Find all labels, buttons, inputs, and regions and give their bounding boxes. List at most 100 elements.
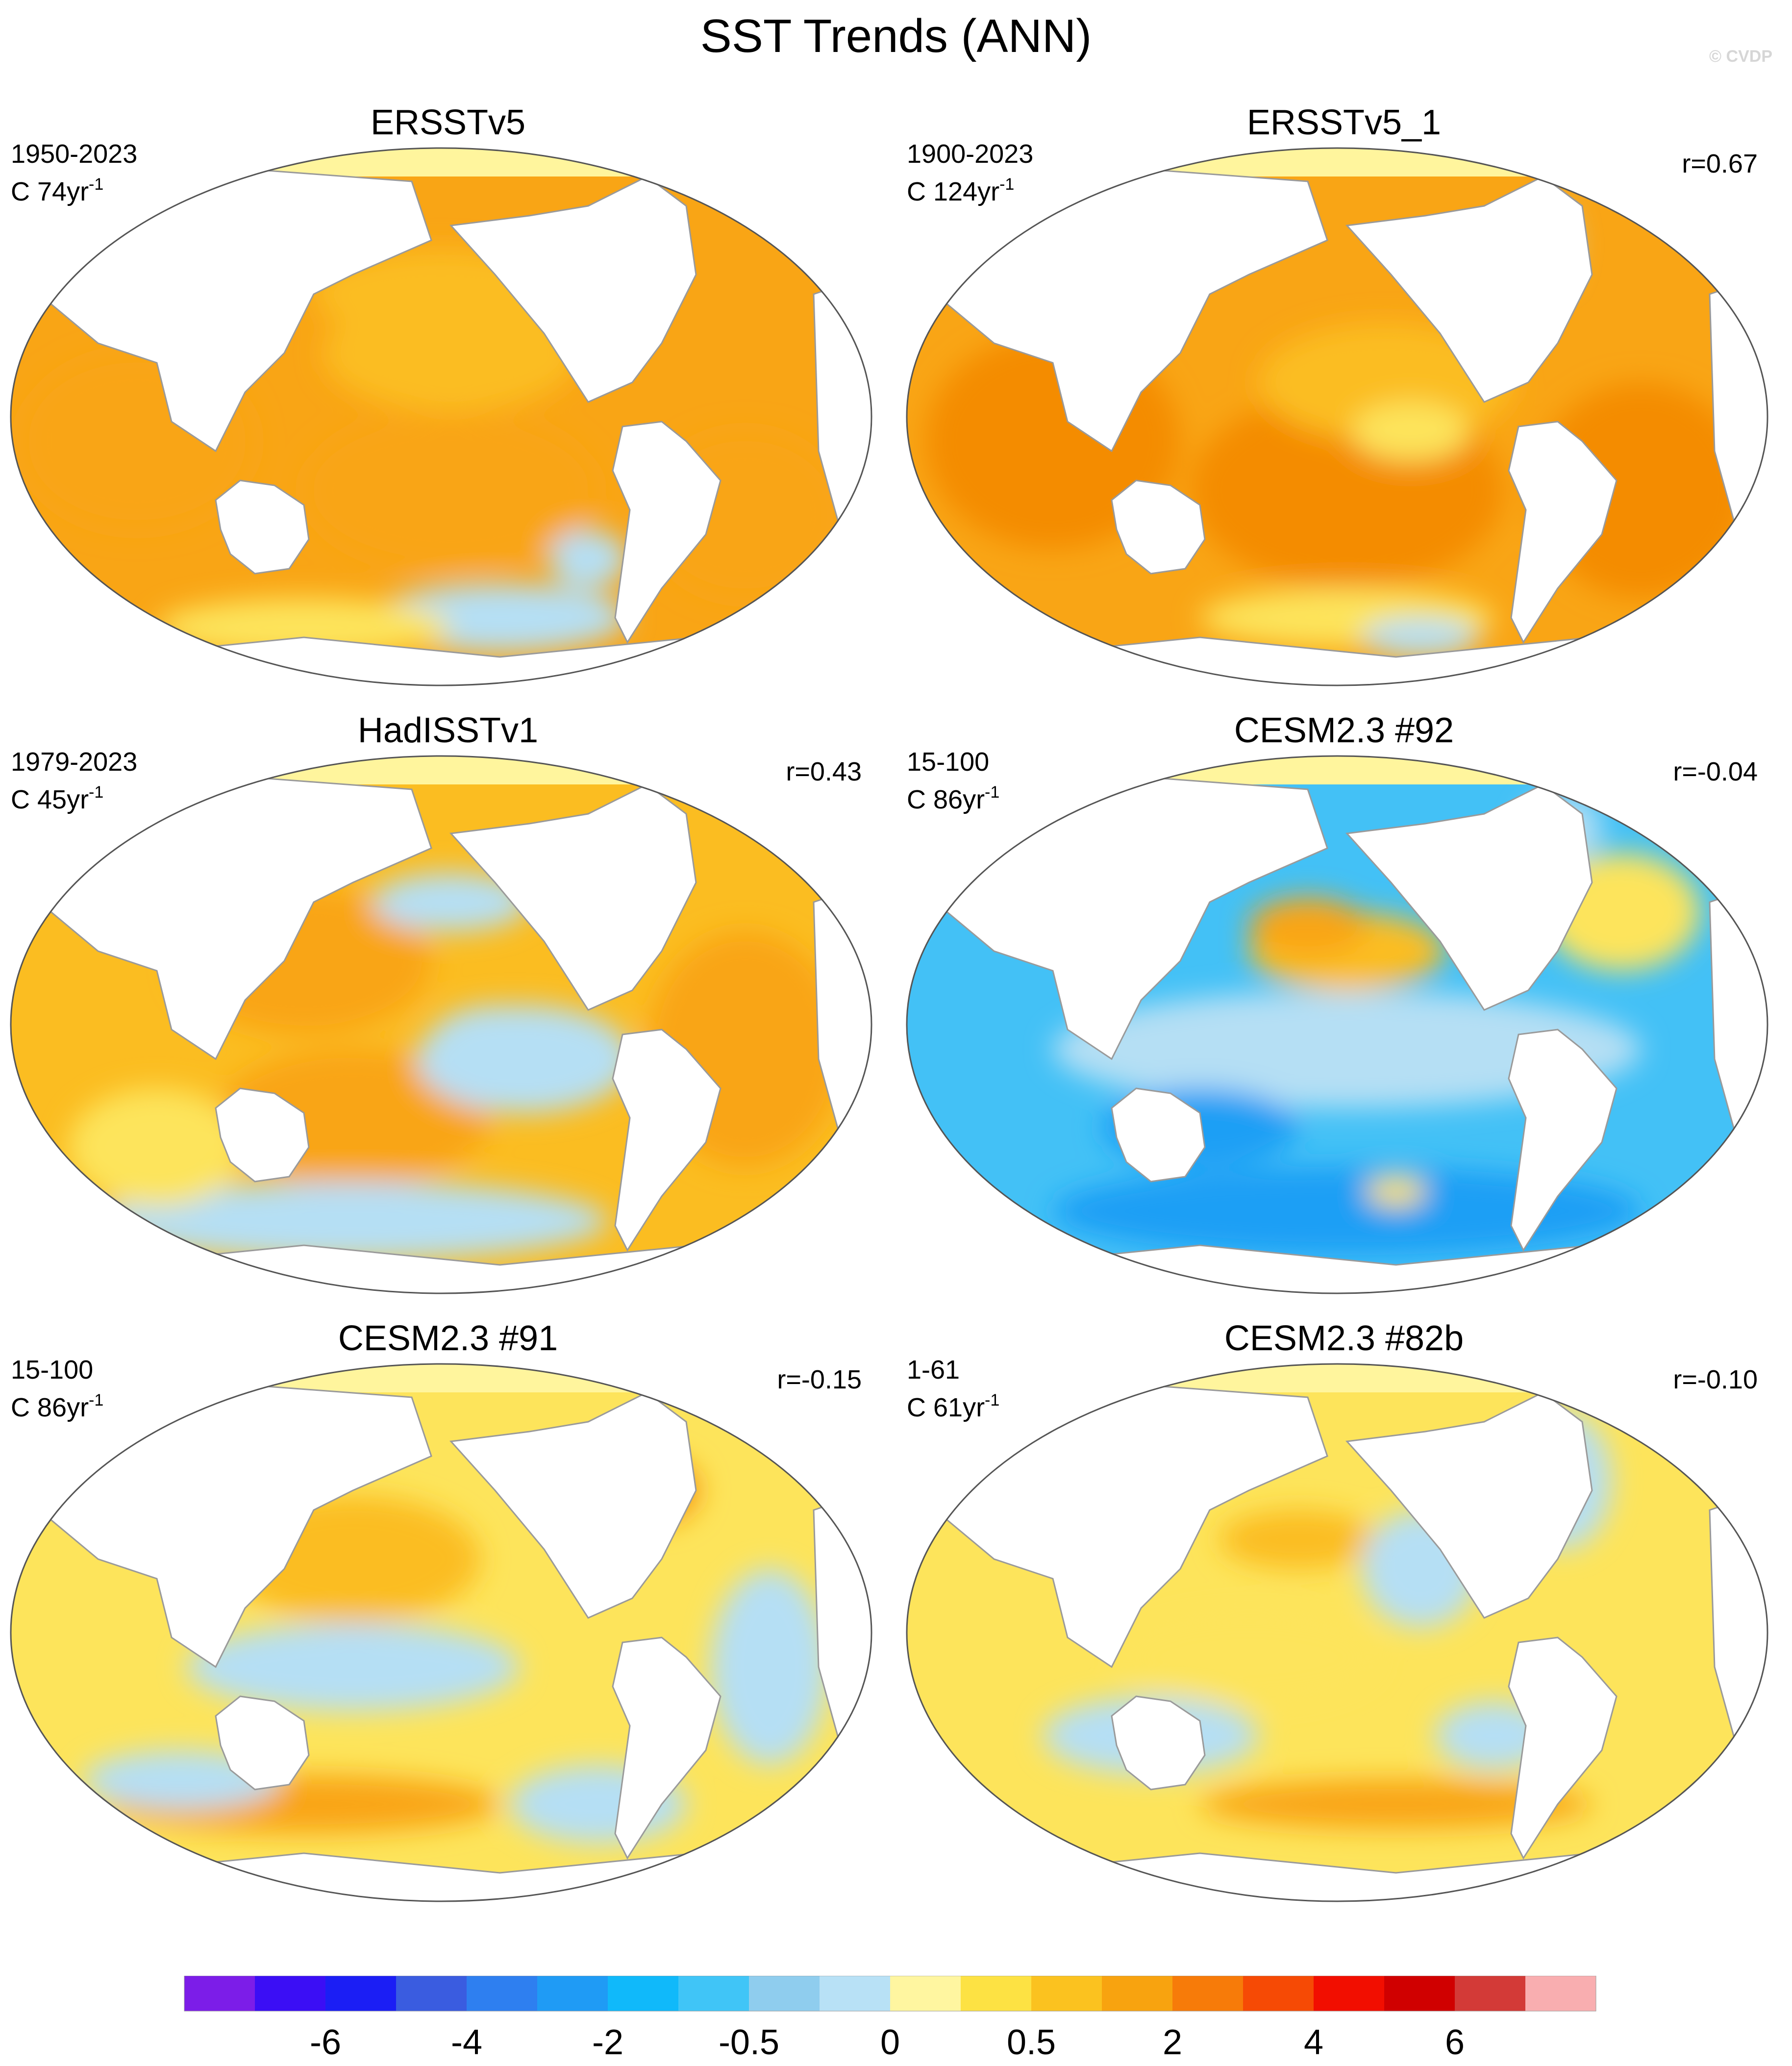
panel-period: 15-100 <box>11 1355 94 1385</box>
land-northamerica <box>449 783 697 1011</box>
panel-count-unit: -1 <box>89 175 104 194</box>
credit-watermark: © CVDP <box>1709 47 1772 66</box>
arctic-band <box>11 148 871 176</box>
panel-count-unit: -1 <box>985 1391 1000 1410</box>
land-northamerica <box>449 1391 697 1619</box>
arctic-band <box>11 756 871 784</box>
arctic-band <box>907 148 1767 176</box>
colorbar-tick-label: 0 <box>880 2023 900 2062</box>
colorbar-segment <box>325 1976 396 2011</box>
land-southamerica <box>1508 1637 1618 1860</box>
trend-region <box>711 1569 828 1765</box>
colorbar-segment <box>608 1976 678 2011</box>
trend-region <box>1053 1167 1641 1255</box>
land-australia <box>215 479 310 575</box>
panel-title: ERSSTv5_1 <box>1246 103 1442 142</box>
colorbar-tick-label: -0.5 <box>719 2023 779 2062</box>
pattern-correlation: r=-0.15 <box>777 1365 862 1394</box>
trend-region <box>304 412 598 569</box>
land-northamerica <box>1345 1391 1593 1619</box>
panel-title: CESM2.3 #92 <box>1234 711 1454 750</box>
land-australia <box>1111 479 1206 575</box>
colorbar-segment <box>1243 1976 1314 2011</box>
trend-region <box>157 598 451 657</box>
panel-title: CESM2.3 #91 <box>338 1319 558 1358</box>
panel-count: C 74yr-1 <box>11 169 103 207</box>
panel-count: C 45yr-1 <box>11 777 103 815</box>
land-southamerica <box>1508 421 1618 644</box>
panel-period: 1950-2023 <box>11 139 138 169</box>
land-southamerica <box>612 1029 722 1252</box>
panel-count: C 86yr-1 <box>907 777 999 815</box>
land-northamerica <box>1345 783 1593 1011</box>
panel-count-unit: -1 <box>89 1391 104 1410</box>
arctic-band <box>907 756 1767 784</box>
map-panel: CESM2.3 #91 15-100 C 86yr-1 r=-0.15 <box>0 1314 896 1920</box>
panel-count: C 61yr-1 <box>907 1385 999 1423</box>
land-southamerica <box>612 1637 722 1860</box>
panel-count: C 86yr-1 <box>11 1385 103 1423</box>
colorbar-segment <box>184 1976 255 2011</box>
arctic-band <box>11 1364 871 1392</box>
sst-trend-map <box>906 755 1768 1294</box>
colorbar-tick-label: 2 <box>1163 2023 1182 2062</box>
colorbar-segment <box>1455 1976 1525 2011</box>
panel-title: ERSSTv5 <box>370 103 526 142</box>
panel-count-text: C 74yr <box>11 177 89 206</box>
panel-count-unit: -1 <box>999 175 1015 194</box>
panel-count-text: C 45yr <box>11 785 89 814</box>
sst-trend-map <box>906 1363 1768 1902</box>
map-panel: ERSSTv5_1 1900-2023 C 124yr-1 r=0.67 <box>896 98 1792 704</box>
panel-count-text: C 61yr <box>907 1393 985 1422</box>
panel-period: 1979-2023 <box>11 747 138 777</box>
panel-period: 1900-2023 <box>907 139 1034 169</box>
colorbar-segment <box>961 1976 1031 2011</box>
colorbar: -6 -4 -2 -0.5 0 0.5 2 4 6 <box>184 1976 1596 2062</box>
panel-count-text: C 124yr <box>907 177 1000 206</box>
colorbar-segment <box>255 1976 325 2011</box>
main-title: SST Trends (ANN) <box>700 10 1092 62</box>
colorbar-segment <box>1525 1976 1596 2011</box>
land-northamerica <box>1345 176 1593 403</box>
trend-region <box>1367 1177 1425 1206</box>
land-australia <box>1111 1087 1206 1183</box>
map-boundary <box>906 755 1768 1294</box>
map-panel: CESM2.3 #82b 1-61 C 61yr-1 r=-0.10 <box>896 1314 1792 1920</box>
map-panel: CESM2.3 #92 15-100 C 86yr-1 r=-0.04 <box>896 706 1792 1312</box>
colorbar-segment <box>820 1976 890 2011</box>
trend-region <box>1200 1780 1592 1829</box>
land-australia <box>1111 1695 1206 1790</box>
trend-region <box>186 1623 520 1711</box>
panel-title: CESM2.3 #82b <box>1224 1319 1464 1358</box>
land-australia <box>215 1695 310 1790</box>
trend-region <box>1121 1613 1376 1701</box>
map-boundary <box>10 1363 872 1902</box>
map-boundary <box>10 755 872 1294</box>
trend-region <box>69 1088 245 1206</box>
colorbar-tick-label: 4 <box>1304 2023 1323 2062</box>
trend-region <box>1220 1510 1376 1569</box>
trend-region <box>1362 618 1479 657</box>
panel-count: C 124yr-1 <box>907 169 1014 207</box>
colorbar-segment <box>1314 1976 1384 2011</box>
colorbar-segment <box>749 1976 820 2011</box>
colorbar-tick-label: -2 <box>592 2023 623 2062</box>
trend-region <box>1352 402 1469 461</box>
colorbar-segment <box>537 1976 608 2011</box>
arctic-band <box>907 1364 1767 1392</box>
colorbar-segment <box>467 1976 537 2011</box>
sst-trend-map <box>10 1363 872 1902</box>
panel-count-text: C 86yr <box>11 1393 89 1422</box>
panel-count-unit: -1 <box>89 783 104 802</box>
colorbar-tick-label: 6 <box>1445 2023 1465 2062</box>
trend-region <box>98 1182 608 1260</box>
land-southamerica <box>1508 1029 1618 1252</box>
panel-title: HadISSTv1 <box>357 711 539 750</box>
colorbar-tick-label: 0.5 <box>1007 2023 1056 2062</box>
colorbar-segment <box>678 1976 749 2011</box>
panel-count-unit: -1 <box>985 783 1000 802</box>
map-boundary <box>10 147 872 686</box>
colorbar-segment <box>890 1976 961 2011</box>
trend-region <box>1053 990 1641 1108</box>
colorbar-segment <box>396 1976 467 2011</box>
